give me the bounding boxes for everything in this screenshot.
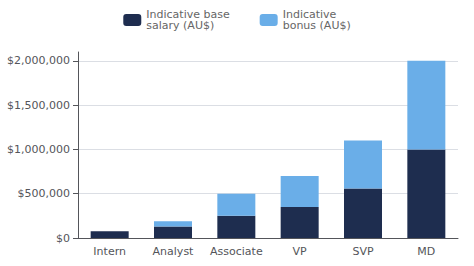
svg-text:SVP: SVP — [352, 245, 374, 258]
svg-text:$500,000: $500,000 — [18, 187, 71, 200]
svg-text:salary (AU$): salary (AU$) — [146, 19, 214, 32]
svg-text:$1,500,000: $1,500,000 — [7, 99, 70, 112]
svg-text:$1,000,000: $1,000,000 — [7, 143, 70, 156]
svg-text:MD: MD — [417, 245, 435, 258]
svg-text:VP: VP — [293, 245, 308, 258]
svg-text:Analyst: Analyst — [153, 245, 195, 258]
svg-text:Associate: Associate — [210, 245, 263, 258]
svg-text:$0: $0 — [56, 232, 70, 245]
svg-text:bonus (AU$): bonus (AU$) — [283, 19, 351, 32]
svg-text:$2,000,000: $2,000,000 — [7, 54, 70, 67]
svg-text:Intern: Intern — [93, 245, 126, 258]
svg-text:Indicative: Indicative — [282, 8, 337, 21]
svg-text:Indicative base: Indicative base — [146, 8, 230, 21]
